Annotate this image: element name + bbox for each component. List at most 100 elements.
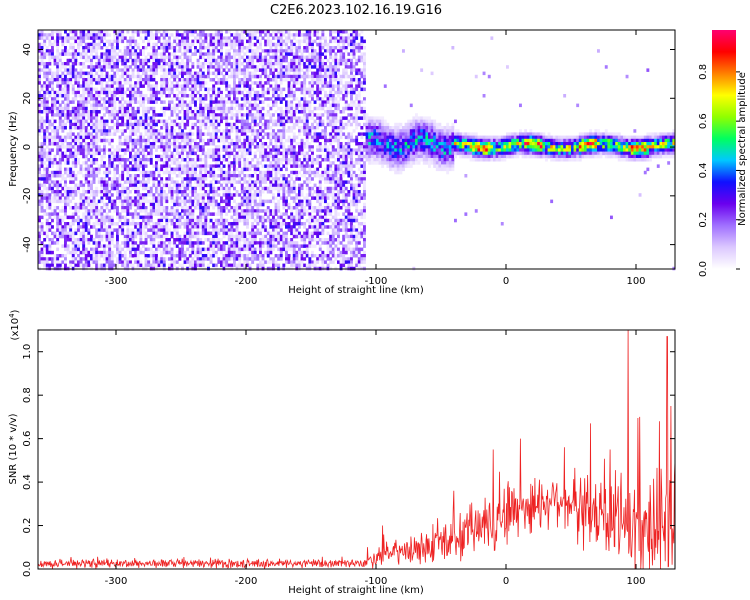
heatmap-cell [157, 199, 161, 204]
heatmap-cell [113, 199, 117, 204]
heatmap-cell [74, 113, 78, 117]
heatmap-cell [118, 39, 122, 44]
heatmap-cell [56, 68, 60, 72]
heatmap-cell [56, 30, 60, 34]
heatmap-cell [66, 52, 70, 56]
heatmap-cell [162, 135, 166, 140]
heatmap-cell [144, 238, 148, 242]
heatmap-cell [170, 186, 174, 191]
heatmap-cell [77, 218, 80, 223]
heatmap-cell [77, 202, 80, 207]
heatmap-cell [214, 250, 218, 255]
heatmap-cell [194, 164, 197, 168]
heatmap-cell [82, 174, 86, 178]
heatmap-cell [142, 228, 145, 232]
heatmap-cell [277, 71, 281, 76]
heatmap-cell [222, 103, 226, 108]
heatmap-cell [77, 42, 80, 47]
heatmap-cell [152, 238, 156, 242]
heatmap-cell [82, 97, 86, 101]
heatmap-cell [45, 196, 49, 200]
heatmap-cell [79, 193, 83, 197]
heatmap-cell [162, 58, 166, 63]
heatmap-cell [235, 158, 239, 162]
heatmap-cell [168, 244, 171, 248]
heatmap-cell [95, 132, 99, 136]
heatmap-cell [194, 177, 197, 181]
heatmap-cell [248, 257, 252, 261]
heatmap-cell [58, 218, 62, 223]
heatmap-cell [79, 145, 83, 149]
heatmap-cell [233, 100, 236, 104]
heatmap-cell [118, 244, 122, 248]
heatmap-cell [272, 158, 275, 162]
heatmap-cell [147, 122, 151, 127]
heatmap-cell [77, 225, 80, 229]
heatmap-cell [274, 55, 278, 60]
heatmap-cell [233, 71, 236, 76]
heatmap-cell [186, 49, 190, 53]
heatmap-cell [108, 257, 112, 261]
heatmap-cell [134, 126, 138, 130]
heatmap-cell [246, 62, 249, 66]
heatmap-cell [64, 161, 67, 165]
heatmap-cell [110, 238, 114, 242]
heatmap-cell [238, 52, 242, 56]
heatmap-cell [272, 154, 275, 159]
heatmap-cell [264, 52, 268, 56]
heatmap-cell [207, 212, 210, 216]
heatmap-cell [230, 142, 234, 146]
heatmap-cell [144, 209, 148, 213]
heatmap-cell [269, 138, 273, 143]
heatmap-cell [64, 196, 67, 200]
heatmap-cell [204, 116, 208, 120]
heatmap-cell [233, 42, 236, 47]
heatmap-cell [69, 100, 73, 104]
heatmap-cell [248, 122, 252, 127]
heatmap-cell [162, 196, 166, 200]
heatmap-cell [66, 116, 70, 120]
heatmap-cell [188, 228, 192, 232]
heatmap-cell [199, 174, 203, 178]
heatmap-cell [139, 62, 143, 66]
heatmap-cell [175, 222, 179, 226]
heatmap-cell [134, 158, 138, 162]
heatmap-cell [97, 58, 101, 63]
heatmap-cell [129, 90, 132, 95]
heatmap-cell [118, 158, 122, 162]
heatmap-cell [53, 260, 57, 264]
heatmap-cell [168, 241, 171, 245]
heatmap-cell [100, 254, 104, 258]
heatmap-cell [105, 71, 109, 76]
heatmap-cell [149, 142, 153, 146]
heatmap-cell [77, 244, 80, 248]
heatmap-cell [53, 199, 57, 204]
heatmap-cell [84, 206, 88, 210]
heatmap-cell [56, 138, 60, 143]
heatmap-cell [243, 174, 247, 178]
heatmap-cell [103, 202, 106, 207]
heatmap-cell [261, 71, 265, 76]
heatmap-cell [149, 190, 153, 194]
heatmap-cell [136, 231, 140, 236]
heatmap-cell [199, 138, 203, 143]
heatmap-cell [147, 234, 151, 239]
heatmap-cell [160, 52, 164, 56]
heatmap-cell [178, 55, 182, 60]
heatmap-cell [240, 129, 244, 133]
heatmap-cell [48, 110, 52, 114]
heatmap-cell [149, 170, 153, 175]
heatmap-cell [214, 234, 218, 239]
heatmap-cell [173, 138, 177, 143]
heatmap-cell [92, 116, 96, 120]
heatmap-cell [97, 90, 101, 95]
heatmap-cell [61, 74, 65, 79]
heatmap-cell [144, 222, 148, 226]
heatmap-cell [261, 151, 265, 156]
heatmap-cell [181, 244, 184, 248]
heatmap-cell [87, 58, 91, 63]
heatmap-cell [144, 58, 148, 63]
heatmap-cell [204, 164, 208, 168]
heatmap-cell [108, 241, 112, 245]
heatmap-cell [131, 52, 135, 56]
